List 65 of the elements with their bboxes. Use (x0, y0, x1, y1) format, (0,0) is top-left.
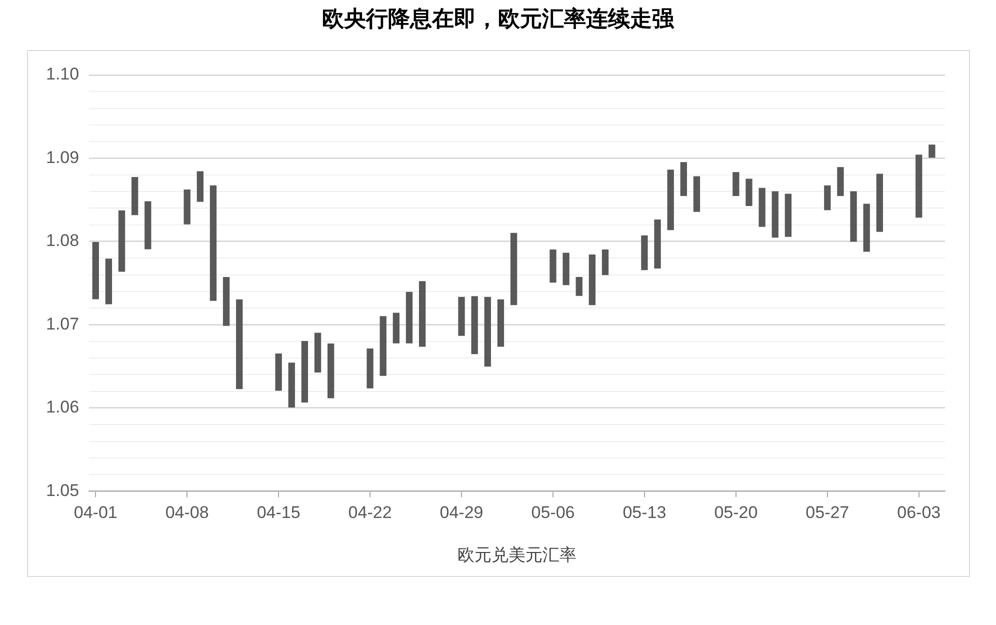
x-tick-label: 04-08 (165, 503, 209, 522)
x-tick-label: 04-01 (74, 503, 118, 522)
bar (484, 296, 491, 367)
bar (876, 174, 883, 232)
bar (184, 190, 190, 224)
bar (916, 154, 922, 218)
bar (392, 312, 400, 344)
bar (497, 299, 504, 347)
bar (222, 276, 230, 326)
bar (471, 296, 478, 354)
y-tick-label: 1.10 (46, 64, 80, 84)
x-tick-label: 04-15 (256, 503, 300, 522)
bar (131, 177, 138, 216)
bar (105, 258, 112, 304)
y-tick-label: 1.05 (46, 480, 80, 500)
bar (380, 316, 386, 376)
bar (301, 341, 308, 402)
bar (667, 170, 674, 230)
x-tick-label: 04-29 (440, 503, 484, 522)
x-tick-label: 05-20 (714, 503, 758, 522)
bar (210, 185, 217, 301)
bar (366, 348, 374, 388)
bar (850, 191, 857, 242)
y-tick-label: 1.07 (46, 314, 80, 334)
bar (196, 171, 204, 202)
bar (758, 188, 766, 227)
x-tick-label: 05-13 (622, 503, 666, 522)
bar (824, 185, 831, 210)
bar (328, 344, 334, 398)
x-tick-label: 06-03 (897, 503, 941, 522)
bar (562, 252, 570, 286)
bar (418, 281, 426, 347)
bar (288, 362, 295, 408)
bar (693, 176, 700, 212)
bar (144, 201, 152, 250)
bar (588, 254, 596, 306)
x-axis-title: 欧元兑美元汇率 (458, 545, 577, 564)
bar (510, 232, 518, 306)
y-tick-label: 1.06 (46, 398, 80, 417)
bar (602, 249, 609, 276)
bar (641, 235, 648, 270)
bar (458, 296, 465, 336)
bar (118, 210, 126, 272)
bar (863, 204, 870, 252)
bar (680, 162, 687, 196)
bar (928, 144, 936, 158)
bar (275, 354, 282, 391)
bar (772, 191, 778, 238)
bar (654, 220, 661, 268)
bar (837, 167, 844, 196)
bar (784, 194, 792, 237)
bar (576, 276, 582, 296)
x-tick-label: 05-06 (531, 503, 575, 522)
x-tick-label: 04-22 (348, 503, 392, 522)
bar (92, 242, 99, 300)
bar (746, 178, 752, 206)
bar (314, 332, 322, 372)
y-tick-label: 1.08 (46, 231, 80, 250)
bar (406, 292, 413, 344)
y-tick-label: 1.09 (46, 148, 80, 167)
bar (550, 249, 556, 283)
chart-title: 欧央行降息在即，欧元汇率连续走强 (321, 5, 676, 33)
bar (732, 172, 740, 196)
bar (236, 299, 243, 390)
x-tick-label: 05-27 (806, 503, 850, 522)
